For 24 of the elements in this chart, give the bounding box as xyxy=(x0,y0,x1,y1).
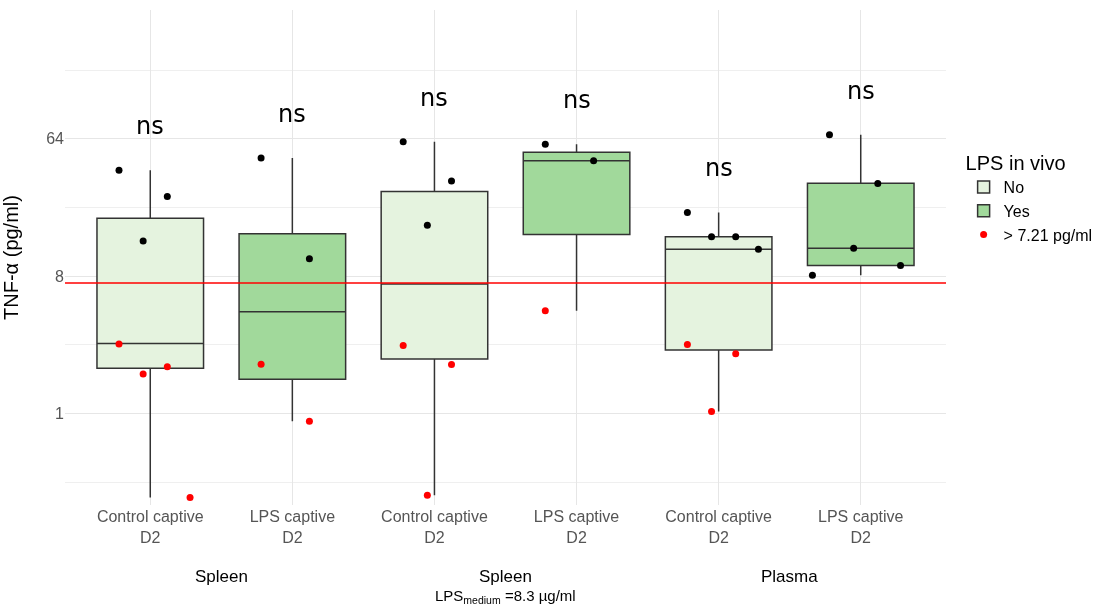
annotation: ns xyxy=(847,77,875,105)
legend-label: No xyxy=(1003,179,1025,197)
annotation: ns xyxy=(705,154,733,182)
text: Spleen xyxy=(479,567,532,586)
legend-label: Yes xyxy=(1003,203,1030,221)
text: Spleen xyxy=(195,567,248,586)
y-tick-label: 64 xyxy=(46,130,65,148)
x-tick-label: Control captive D2 xyxy=(665,508,773,546)
x-tick-label: LPS captive D2 xyxy=(533,508,620,546)
annotation: ns xyxy=(278,100,306,128)
x-tick-label: Control captive D2 xyxy=(96,508,204,546)
annotation: ns xyxy=(420,84,448,112)
annotation: ns xyxy=(563,86,591,114)
y-axis-title: TNF-α (pg/ml) xyxy=(0,195,22,320)
annotation: ns xyxy=(136,112,164,140)
x-tick-label: LPS captive D2 xyxy=(818,508,904,546)
text: LPS$_{medium}$ =8.3 µg/ml xyxy=(435,587,576,607)
legend-title: LPS in vivo xyxy=(965,152,1066,175)
x-tick-label: LPS captive D2 xyxy=(249,508,336,546)
y-tick-label: 8 xyxy=(55,267,65,285)
legend-label: > 7.21 pg/ml xyxy=(1003,226,1093,244)
text: Plasma xyxy=(761,567,819,586)
y-tick-label: 1 xyxy=(55,405,65,423)
x-tick-label: Control captive D2 xyxy=(381,508,488,546)
